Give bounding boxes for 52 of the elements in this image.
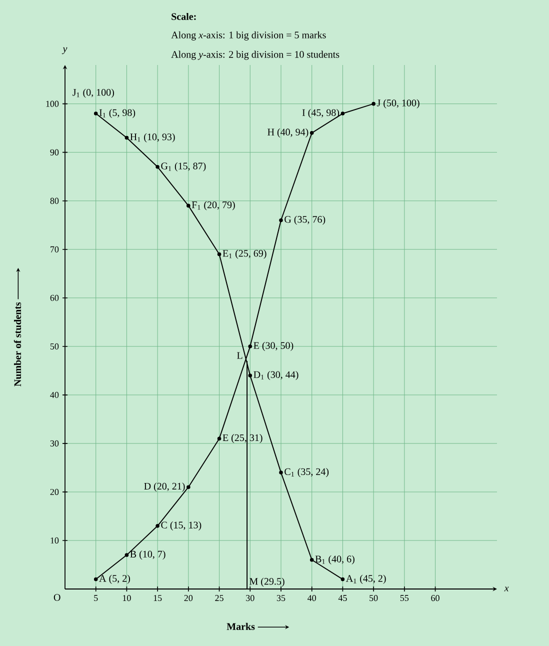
- data-label: C$_{1}$ (35, 24): [284, 468, 329, 478]
- y-axis-title: Number of students: [14, 302, 22, 386]
- x-tick-label: 10: [122, 595, 131, 602]
- data-label: H$_{1}$ (10, 93): [130, 133, 175, 142]
- x-tick-label: 30: [246, 595, 254, 602]
- x-tick-label: 5: [94, 595, 98, 602]
- data-label: E$_{1}$ (25, 69): [222, 250, 266, 259]
- y-tick-label: 60: [50, 294, 59, 301]
- annotation: J$_{1}$ (0, 100): [72, 88, 114, 98]
- y-tick-label: 20: [50, 488, 59, 495]
- x-tick-label: 45: [338, 595, 347, 602]
- data-label: E (30, 50): [254, 342, 294, 351]
- y-tick-label: 100: [46, 100, 59, 107]
- data-label: B$_{1}$ (40, 6): [315, 555, 354, 564]
- y-tick-label: 10: [50, 537, 59, 544]
- y-tick-label: 70: [50, 246, 59, 252]
- text: y: [62, 47, 68, 54]
- x-tick-label: 20: [184, 595, 193, 602]
- y-tick-label: 30: [50, 440, 59, 446]
- data-label: A (5, 2): [99, 574, 130, 584]
- x-tick-label: 55: [400, 595, 409, 602]
- data-label: C (15, 13): [161, 521, 202, 530]
- data-label: E (25, 31): [222, 434, 262, 444]
- x-axis-title: Marks: [226, 622, 255, 630]
- x-tick-label: 40: [308, 595, 316, 602]
- data-label: B (10, 7): [130, 550, 166, 560]
- y-tick-label: 90: [50, 149, 59, 156]
- data-label: A$_{1}$ (45, 2): [346, 574, 386, 584]
- x-tick-label: 60: [431, 595, 440, 602]
- data-label: I (45, 98): [302, 108, 340, 118]
- text: Along x-axis: 1 big division = 5 marks: [171, 31, 326, 40]
- data-label: F$_{1}$ (20, 79): [192, 201, 235, 210]
- data-label: D (20, 21): [144, 482, 185, 492]
- text: Scale:: [172, 12, 196, 20]
- x-tick-label: 50: [370, 595, 378, 602]
- data-label: G$_{1}$ (15, 87): [161, 162, 206, 172]
- data-label: D$_{1}$ (30, 44): [254, 370, 298, 380]
- data-label: J (50, 100): [376, 99, 420, 108]
- y-tick-label: 80: [50, 198, 59, 204]
- y-tick-label: 50: [50, 343, 59, 350]
- text: x: [504, 586, 509, 592]
- y-tick-label: 40: [50, 392, 59, 398]
- annotation: L: [237, 352, 242, 359]
- text: Along y-axis: 2 big division = 10 students: [171, 50, 340, 60]
- text: O: [54, 594, 60, 601]
- x-tick-label: 35: [276, 595, 286, 602]
- ref-line-label: M (29.5): [250, 578, 284, 587]
- x-tick-label: 15: [154, 595, 162, 602]
- data-label: I$_{1}$ (5, 98): [99, 108, 136, 118]
- data-label: H (40, 94): [268, 128, 308, 138]
- data-label: G (35, 76): [284, 216, 326, 225]
- x-tick-label: 25: [215, 595, 224, 602]
